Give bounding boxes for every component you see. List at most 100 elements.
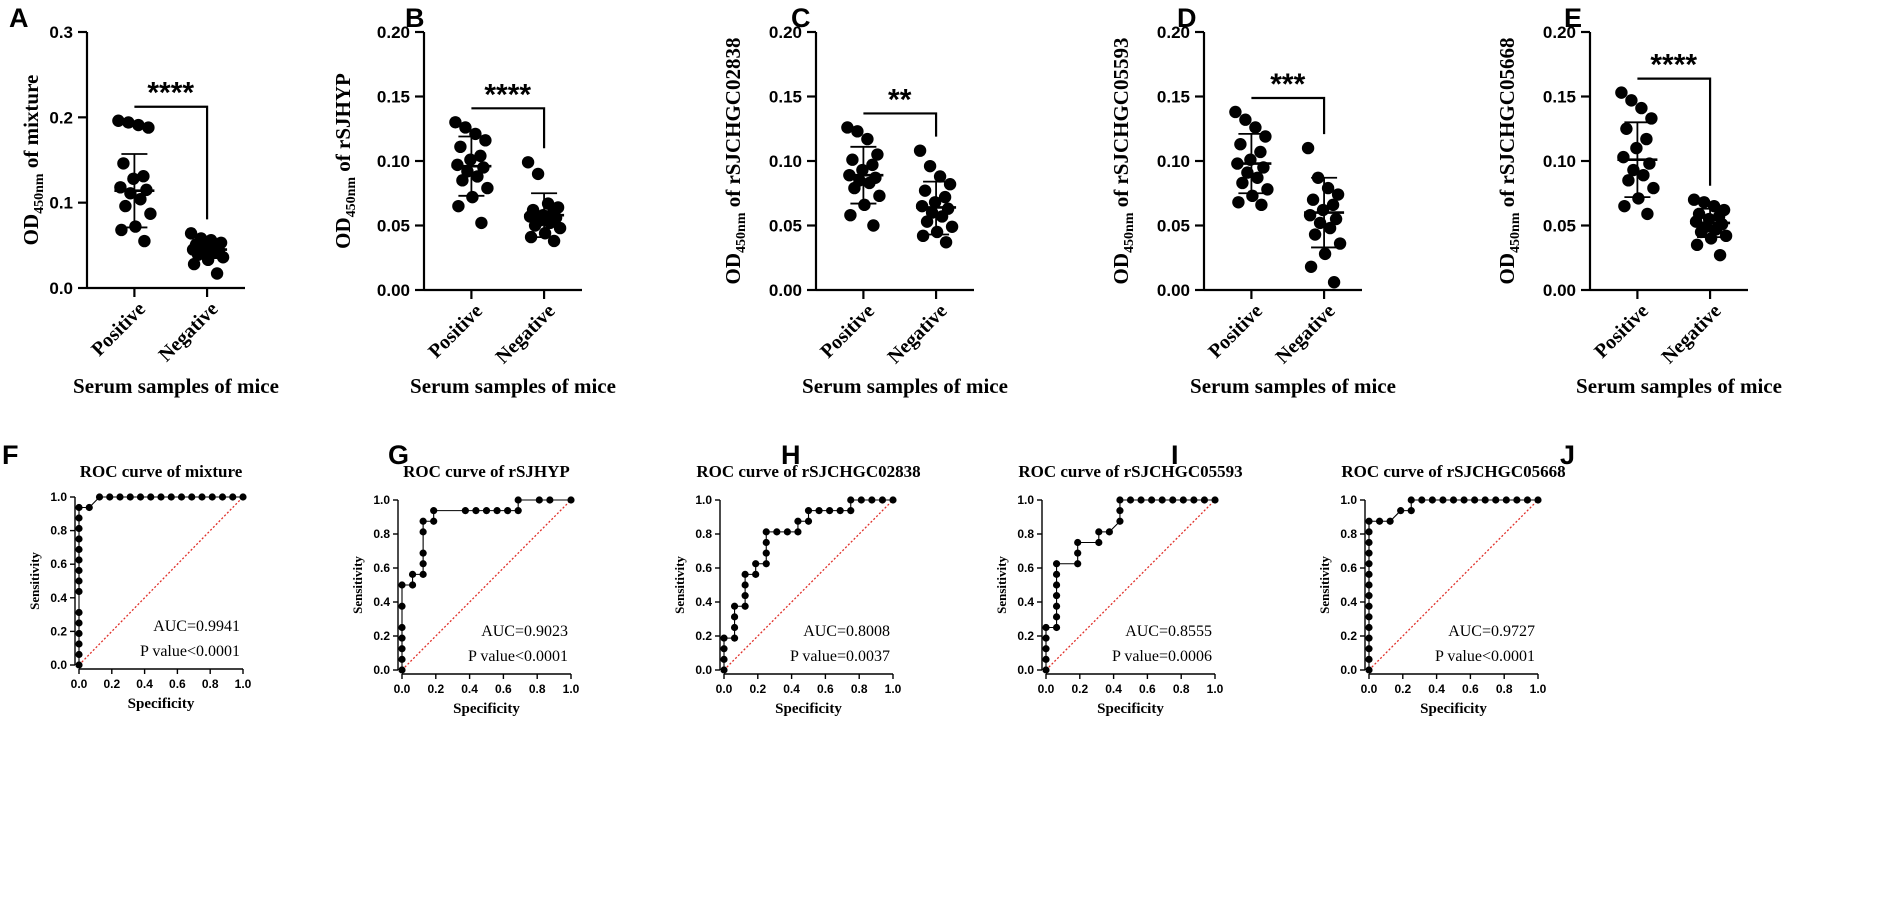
roc-point <box>1052 613 1061 621</box>
y-tick-label: 0.0 <box>49 279 73 298</box>
x-tick-label: 0.0 <box>1361 682 1378 696</box>
y-axis-title: OD450nm of rSJHYP <box>331 73 359 249</box>
data-point-positive <box>112 114 125 127</box>
roc-point <box>116 493 124 501</box>
y-axis-title: Sensitivity <box>1317 556 1332 614</box>
x-axis-title: Serum samples of mice <box>1190 374 1396 398</box>
roc-point <box>75 629 83 638</box>
roc-point <box>1200 496 1209 504</box>
roc-point <box>1074 538 1082 547</box>
y-tick-label: 0.05 <box>769 217 802 236</box>
x-tick-label: 0.6 <box>1462 682 1479 696</box>
reference-diagonal <box>401 499 572 671</box>
roc-point <box>1365 581 1373 589</box>
y-tick-label: 0.8 <box>695 527 712 541</box>
roc-curve-line <box>401 499 571 670</box>
data-point-positive <box>117 157 130 170</box>
data-point-positive <box>464 153 477 166</box>
roc-point <box>136 493 145 501</box>
data-point-negative <box>1704 232 1718 245</box>
y-tick-label: 0.1 <box>49 194 73 213</box>
roc-point <box>398 645 406 653</box>
roc-point <box>408 570 417 578</box>
roc-point <box>857 496 865 504</box>
roc-point <box>493 507 501 515</box>
roc-point <box>1365 570 1373 578</box>
x-tick-label: 0.4 <box>1105 682 1122 696</box>
panel-label: A <box>9 3 29 33</box>
roc-point <box>419 528 427 536</box>
data-point-negative <box>1709 223 1723 236</box>
roc-point <box>1365 613 1373 621</box>
data-point-positive <box>1632 192 1645 205</box>
data-point-positive <box>846 153 859 166</box>
roc-point <box>720 655 728 663</box>
roc-point <box>1042 634 1050 642</box>
data-point-positive <box>1234 138 1247 151</box>
x-tick-label: 0.2 <box>749 682 766 696</box>
roc-point <box>752 560 760 568</box>
roc-point <box>1365 592 1373 600</box>
auc-annotation: AUC=0.8008 <box>803 623 890 640</box>
data-point-positive <box>1620 122 1633 135</box>
roc-point <box>762 549 770 557</box>
p-value-annotation: P value<0.0001 <box>1435 648 1535 665</box>
roc-point <box>730 602 739 610</box>
roc-curve-line <box>1368 499 1538 670</box>
roc-point <box>1148 496 1156 504</box>
auc-annotation: AUC=0.9941 <box>153 618 240 635</box>
data-point-positive <box>851 125 864 138</box>
y-tick-label: 0.8 <box>1340 527 1357 541</box>
data-point-positive <box>1647 181 1660 195</box>
reference-diagonal <box>1368 499 1539 671</box>
roc-point <box>1375 517 1384 525</box>
x-category-label-positive: Positive <box>816 300 879 363</box>
y-tick-label: 0.10 <box>769 152 802 171</box>
data-point-positive <box>841 121 854 134</box>
data-point-positive <box>132 118 145 132</box>
roc-point <box>106 493 114 501</box>
y-tick-label: 0.10 <box>1543 152 1576 171</box>
data-point-positive <box>1246 189 1259 203</box>
roc-point <box>1190 496 1198 504</box>
roc-point <box>461 507 469 515</box>
x-tick-label: 0.6 <box>1139 682 1156 696</box>
y-axis-title: Sensitivity <box>27 552 42 610</box>
roc-point <box>1365 602 1373 610</box>
roc-point <box>1513 496 1521 504</box>
y-tick-label: 1.0 <box>1017 493 1034 507</box>
y-axis-title-rest: of rSJHYP <box>331 73 355 177</box>
y-tick-label: 0.2 <box>1017 629 1034 643</box>
x-category-label-negative: Negative <box>1657 300 1725 368</box>
y-tick-label: 0.4 <box>1340 595 1357 609</box>
roc-point <box>1042 655 1050 663</box>
y-tick-label: 0.6 <box>373 561 390 575</box>
x-tick-label: 0.8 <box>1496 682 1513 696</box>
panel-label: H <box>781 440 801 470</box>
p-value-annotation: P value=0.0037 <box>790 648 890 665</box>
roc-point <box>1365 528 1373 536</box>
roc-point <box>75 545 83 554</box>
data-point-positive <box>138 234 151 248</box>
roc-point <box>794 528 802 536</box>
roc-point <box>1137 496 1145 504</box>
data-point-positive <box>1229 105 1242 119</box>
y-tick-label: 0.05 <box>1543 217 1576 236</box>
y-axis-title-subscript: 450nm <box>1508 212 1523 253</box>
data-point-positive <box>1251 171 1264 184</box>
data-point-negative <box>1301 141 1315 155</box>
data-point-negative <box>543 216 557 230</box>
roc-point <box>1074 560 1082 568</box>
y-tick-label: 0.3 <box>49 23 73 42</box>
data-point-negative <box>1327 276 1341 289</box>
y-axis-title: OD450nm of rSJCHGC05593 <box>1109 38 1137 285</box>
data-point-positive <box>1630 141 1643 155</box>
roc-point <box>794 517 802 525</box>
y-axis-title-main: OD <box>1495 253 1519 285</box>
data-point-negative <box>1331 188 1345 201</box>
roc-point <box>1386 517 1394 525</box>
data-point-positive <box>1255 198 1268 212</box>
data-point-positive <box>452 199 465 213</box>
